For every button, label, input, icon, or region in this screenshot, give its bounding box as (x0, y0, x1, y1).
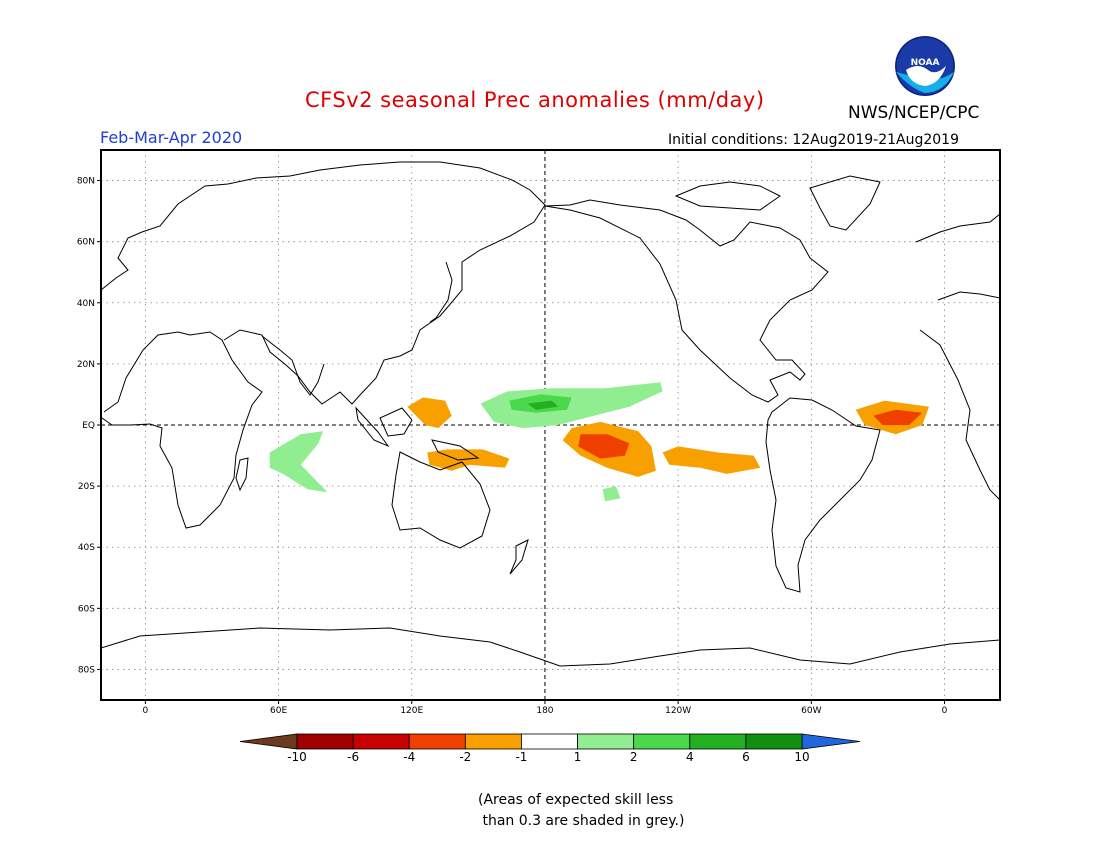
coast-greenland (809, 175, 881, 231)
coast-africa-east-repeat (919, 329, 1000, 501)
coast-new-guinea (431, 439, 480, 461)
lat-tick-label: 60N (77, 238, 95, 248)
colorbar-label: -1 (515, 750, 527, 764)
coast-south-america (765, 397, 881, 593)
anomaly-maritime-continent-dry-south (427, 449, 510, 471)
colorbar-bin (521, 733, 578, 750)
coast-arctic-islands (674, 181, 781, 211)
colorbar-over-arrow (801, 733, 861, 750)
anomaly-shading (269, 382, 929, 502)
coast-japan (429, 261, 453, 323)
colorbar-bin (408, 733, 466, 750)
anomaly-central-pacific-dry-core (578, 434, 630, 459)
colorbar-bin (689, 733, 747, 750)
lon-tick-label: 120E (400, 706, 423, 716)
colorbar-bin (296, 733, 354, 750)
colorbar-label: -6 (347, 750, 359, 764)
noaa-logo: NOAA (895, 36, 955, 96)
lat-tick-label: 60S (78, 604, 95, 614)
anomaly-equatorial-atlantic-dry-core (873, 409, 923, 425)
colorbar-bin (464, 733, 522, 750)
colorbar: -10 -6 -4 -2 -1 1 2 4 6 10 (239, 733, 861, 764)
lon-tick-label: 0 (143, 706, 149, 716)
anomaly-west-pacific-wet (480, 382, 663, 429)
forecast-period: Feb-Mar-Apr 2020 (100, 128, 243, 147)
coast-nz (509, 539, 529, 575)
coast-borneo (379, 407, 413, 437)
colorbar-label: 6 (742, 750, 750, 764)
colorbar-bin (352, 733, 410, 750)
coast-australia (391, 451, 491, 549)
colorbar-label: -4 (403, 750, 415, 764)
anomaly-maritime-continent-dry-north (407, 397, 452, 429)
anomaly-east-pacific-dry (662, 446, 761, 474)
coast-africa-europe (101, 331, 263, 529)
lon-tick-label: 0 (942, 706, 948, 716)
colorbar-label: 2 (630, 750, 638, 764)
lon-tick-label: 120W (665, 706, 691, 716)
colorbar-under-arrow (239, 733, 298, 750)
agency-label: NWS/NCEP/CPC (848, 103, 980, 123)
lat-tick-label: 20N (77, 360, 95, 370)
initial-conditions: Initial conditions: 12Aug2019-21Aug2019 (668, 132, 959, 148)
chart-title: CFSv2 seasonal Prec anomalies (mm/day) (305, 88, 765, 112)
coast-iberia (937, 291, 1000, 301)
lat-tick-label: 20S (78, 482, 95, 492)
lat-tick-label: 80S (78, 665, 95, 675)
anomaly-indian-ocean-wet (269, 431, 328, 493)
skill-note: (Areas of expected skill less than 0.3 a… (478, 792, 685, 829)
coastlines (101, 161, 1000, 667)
noaa-logo-text: NOAA (911, 58, 940, 68)
coast-india (261, 335, 325, 396)
coast-madagascar (235, 457, 249, 492)
anomaly-west-pacific-wet-center (527, 400, 559, 410)
colorbar-label: -10 (287, 750, 307, 764)
lat-tick-label: 40S (78, 543, 95, 553)
colorbar-bin (745, 733, 803, 750)
lon-tick-label: 60E (270, 706, 287, 716)
anomaly-south-pacific-wet (602, 486, 621, 502)
lon-tick-label: 180 (536, 706, 553, 716)
coast-eurasia (101, 161, 546, 405)
colorbar-bin (633, 733, 691, 750)
lat-tick-label: EQ (82, 421, 95, 431)
coast-antarctica (101, 627, 1000, 667)
colorbar-label: 4 (686, 750, 694, 764)
lat-tick-label: 40N (77, 299, 95, 309)
lat-tick-label: 80N (77, 177, 95, 187)
colorbar-bin (577, 733, 635, 750)
lon-tick-label: 60W (801, 706, 821, 716)
coast-europe-2 (915, 213, 1000, 243)
colorbar-label: 10 (794, 750, 809, 764)
colorbar-label: 1 (574, 750, 582, 764)
coast-sumatra (355, 406, 390, 448)
colorbar-label: -2 (459, 750, 471, 764)
coast-north-america (544, 199, 829, 403)
axis-ticks: 80N 60N 40N 20N EQ 20S 40S 60S 80S 0 60E 120E 180 120… (77, 177, 948, 716)
